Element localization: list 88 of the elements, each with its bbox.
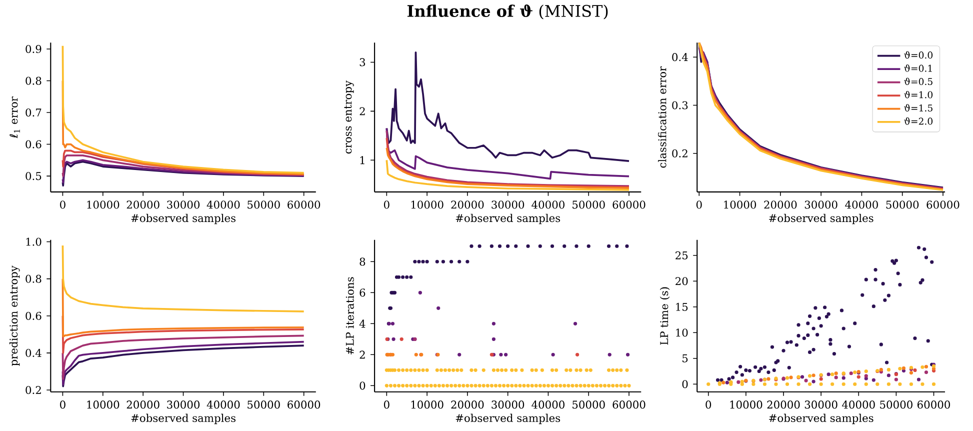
x-tick-label: 50000: [886, 200, 919, 209]
y-tick-label: 0.4: [26, 349, 42, 358]
x-tick-label: 40000: [842, 400, 875, 409]
x-tick-label: 30000: [492, 400, 524, 409]
y-tick-label: 0.2: [672, 150, 688, 158]
x-tick-label: 30000: [804, 200, 838, 209]
x-tick-label: 60000: [918, 400, 950, 409]
y-axis-title: #LP iterations: [346, 277, 354, 355]
x-axis-title: #observed samples: [131, 414, 236, 424]
y-tick-label: 25: [676, 252, 688, 260]
x-tick-label: 10000: [730, 400, 762, 409]
x-tick-label: 10000: [87, 400, 120, 409]
x-tick-label: 10000: [87, 200, 120, 209]
x-tick-label: 10000: [411, 400, 444, 409]
x-tick-label: 0: [384, 200, 390, 209]
x-tick-label: 50000: [572, 200, 605, 209]
legend-label: ϑ=2.0: [904, 118, 933, 125]
x-tick-label: 30000: [492, 200, 524, 209]
y-tick-label: 0.6: [26, 312, 42, 320]
x-tick-label: 60000: [612, 200, 646, 209]
x-tick-label: 40000: [206, 200, 240, 209]
y-tick-label: 1.0: [26, 238, 42, 246]
x-tick-label: 50000: [880, 400, 912, 409]
x-tick-label: 0: [706, 400, 712, 409]
y-tick-label: 0: [360, 382, 366, 390]
y-tick-label: 0.3: [672, 101, 688, 110]
y-tick-label: 15: [676, 303, 688, 312]
y-axis-title: classification error: [658, 66, 666, 168]
y-tick-label: 8: [360, 258, 366, 266]
x-tick-label: 20000: [126, 400, 160, 409]
legend-label: ϑ=0.5: [904, 78, 932, 86]
x-tick-label: 50000: [248, 200, 280, 209]
y-axis-title: prediction entropy: [9, 266, 20, 366]
x-axis-title: #observed samples: [769, 214, 874, 224]
y-axis-title: LP time (s): [660, 287, 670, 346]
x-tick-label: 20000: [764, 200, 797, 209]
y-tick-label: 3: [360, 58, 366, 66]
y-tick-label: 0.4: [672, 53, 688, 62]
x-tick-label: 40000: [532, 200, 564, 209]
y-axis-title: ℓ$_{1}$ error: [10, 96, 20, 138]
x-tick-label: 60000: [926, 200, 960, 209]
y-tick-label: 6: [360, 288, 366, 297]
y-tick-label: 0.8: [26, 275, 42, 284]
x-tick-label: 10000: [411, 200, 444, 209]
y-tick-label: 0.2: [26, 386, 41, 394]
chart-title: Influence of ϑ (MNIST): [407, 4, 608, 20]
x-tick-label: 10000: [724, 200, 756, 209]
x-tick-label: 60000: [288, 200, 320, 209]
y-tick-label: 2: [360, 107, 365, 116]
x-tick-label: 50000: [572, 400, 605, 409]
x-tick-label: 30000: [804, 400, 838, 409]
x-tick-label: 20000: [126, 200, 160, 209]
x-axis-title: #observed samples: [456, 214, 560, 224]
y-tick-label: 20: [676, 277, 688, 286]
y-tick-label: 1: [360, 156, 364, 164]
y-tick-label: 0.8: [26, 76, 42, 86]
y-tick-label: 0.7: [26, 108, 42, 117]
x-tick-label: 30000: [167, 200, 200, 209]
x-tick-label: 40000: [845, 200, 878, 209]
y-tick-label: 5: [682, 354, 688, 363]
y-tick-label: 2: [360, 350, 365, 359]
x-tick-label: 50000: [248, 400, 280, 409]
y-tick-label: 0: [682, 380, 688, 388]
x-tick-label: 0: [384, 400, 390, 409]
x-tick-label: 40000: [206, 400, 240, 409]
x-axis-title: #observed samples: [456, 414, 560, 424]
x-tick-label: 0: [60, 400, 66, 409]
y-tick-label: 0.5: [26, 172, 42, 180]
y-axis-title: cross entropy: [344, 80, 354, 154]
x-tick-label: 0: [60, 200, 66, 209]
legend-label: ϑ=1.0: [904, 91, 933, 99]
y-tick-label: 10: [676, 328, 688, 337]
x-tick-label: 20000: [767, 400, 800, 409]
x-tick-label: 60000: [288, 400, 320, 409]
x-tick-label: 20000: [451, 200, 484, 209]
x-tick-label: 40000: [532, 400, 564, 409]
legend-label: ϑ=0.1: [904, 64, 932, 72]
x-axis-title: #observed samples: [131, 214, 236, 224]
x-tick-label: 20000: [451, 400, 484, 409]
x-axis-title: #observed samples: [769, 414, 874, 424]
legend-label: ϑ=1.5: [904, 104, 932, 112]
x-tick-label: 30000: [167, 400, 200, 409]
x-tick-label: 60000: [612, 400, 646, 409]
x-tick-label: 0: [696, 200, 702, 209]
y-tick-label: 4: [359, 320, 366, 328]
legend-label: ϑ=0.0: [904, 52, 933, 59]
y-tick-label: 0.9: [26, 45, 42, 54]
y-tick-label: 0.6: [26, 140, 42, 149]
